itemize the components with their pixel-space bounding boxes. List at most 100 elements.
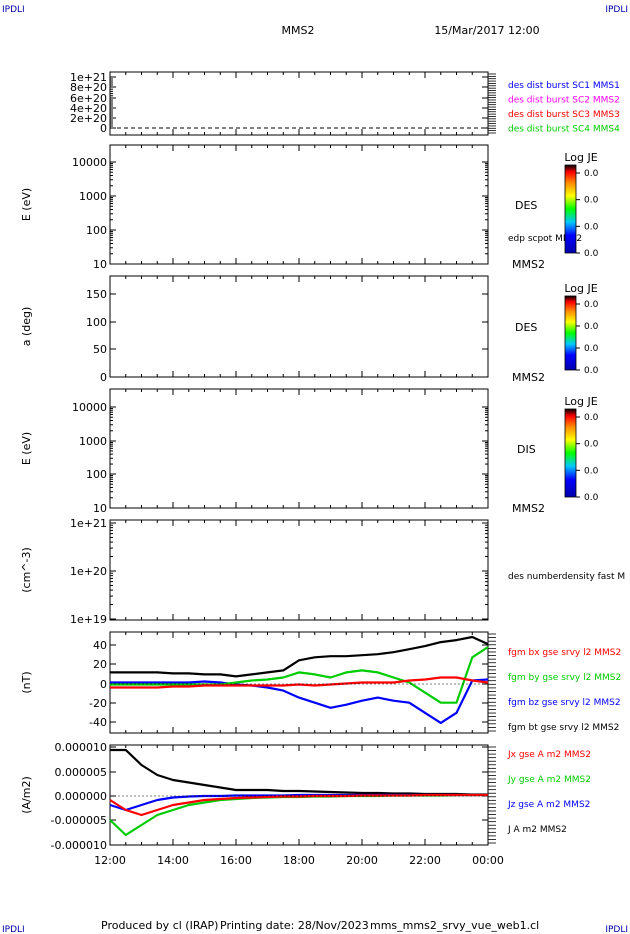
x-tick-label-0: 12:00 xyxy=(94,854,126,867)
legend-entry-p1-1: des dist burst SC2 MMS2 xyxy=(508,96,620,106)
series-line-p7-0 xyxy=(110,748,488,796)
y-tick-label-p5: 1e+19 xyxy=(70,613,107,626)
colorbar-tick-label-2-0: 0.0 xyxy=(584,169,599,179)
y-tick-label-p1: 6e+20 xyxy=(70,92,107,105)
y-tick-label-p2: 10 xyxy=(93,258,107,271)
colorbar-scale xyxy=(564,408,577,498)
legend-entry-p7-3: J A m2 MMS2 xyxy=(507,825,567,835)
legend-entry-p5-0: des numberdensity fast M xyxy=(508,572,625,582)
y-tick-label-p4: 100 xyxy=(86,468,107,481)
y-tick-label-p1: 2e+20 xyxy=(70,112,107,125)
colorbar-scale xyxy=(564,164,577,254)
colorbar-tick-label-4-3: 0.0 xyxy=(584,493,599,503)
y-tick-label-p6: -20 xyxy=(89,697,107,710)
x-tick-label-1: 14:00 xyxy=(157,854,189,867)
panel-frame-4 xyxy=(109,388,489,509)
y-tick-label-p4: 10000 xyxy=(72,401,107,414)
panel-frame-1 xyxy=(109,71,489,136)
y-tick-label-p3: 0 xyxy=(100,371,107,384)
panel-frame-2 xyxy=(109,144,489,265)
y-axis-label-p2: E (eV) xyxy=(20,188,33,221)
colorbar-tick-label-3-2: 0.0 xyxy=(584,344,599,354)
species-label-p3: DES xyxy=(515,321,537,334)
series-line-p6-0 xyxy=(110,635,489,678)
legend-entry-p1-0: des dist burst SC1 MMS1 xyxy=(508,81,620,91)
colorbar-4 xyxy=(564,408,580,498)
y-tick-label-p3: 150 xyxy=(86,288,107,301)
legend-entry-p7-2: Jz gse A m2 MMS2 xyxy=(507,800,590,810)
y-tick-label-p4: 10 xyxy=(93,502,107,515)
x-tick-label-2: 16:00 xyxy=(220,854,252,867)
legend-entry-p6-0: fgm bx gse srvy l2 MMS2 xyxy=(508,648,621,658)
colorbar-tick-label-4-1: 0.0 xyxy=(584,440,599,450)
x-tick-label-6: 00:00 xyxy=(472,854,504,867)
y-tick-label-p4: 1000 xyxy=(79,435,107,448)
y-axis-label-p7: (A/m2) xyxy=(20,776,33,814)
colorbar-title-4: Log JE xyxy=(564,395,597,408)
y-axis-label-p5: (cm^-3) xyxy=(20,547,33,593)
sub-label-p2: edp scpot MMS2 xyxy=(508,234,582,244)
colorbar-tick-label-3-0: 0.0 xyxy=(584,300,599,310)
colorbar-tick-label-4-0: 0.0 xyxy=(584,413,599,423)
series-line-p7-3 xyxy=(109,793,488,817)
colorbar-title-2: Log JE xyxy=(564,151,597,164)
colorbar-3 xyxy=(564,295,580,371)
spacecraft-label-p4: MMS2 xyxy=(512,502,545,515)
corner-mark-bottom-right: IPDLI xyxy=(605,925,628,934)
y-tick-label-p1: 0 xyxy=(100,122,107,135)
legend-entry-p7-1: Jy gse A m2 MMS2 xyxy=(507,775,591,785)
y-tick-label-p1: 1e+21 xyxy=(70,71,107,84)
footer-printing-date: Printing date: 28/Nov/2023 xyxy=(220,919,369,932)
colorbar-tick-label-4-2: 0.0 xyxy=(584,466,599,476)
y-tick-label-p5: 1e+21 xyxy=(70,517,107,530)
y-tick-label-p7: 0.000010 xyxy=(55,741,108,754)
x-tick-label-4: 20:00 xyxy=(346,854,378,867)
y-tick-label-p7: 0.000000 xyxy=(55,790,108,803)
series-line-p6-3 xyxy=(110,676,489,689)
x-tick-label-5: 22:00 xyxy=(409,854,441,867)
species-label-p2: DES xyxy=(515,199,537,212)
colorbar-title-3: Log JE xyxy=(564,282,597,295)
y-tick-label-p6: 40 xyxy=(93,639,107,652)
y-tick-label-p6: -40 xyxy=(89,716,107,729)
colorbar-tick-label-3-3: 0.0 xyxy=(584,366,599,376)
colorbar-tick-label-2-3: 0.0 xyxy=(584,249,599,259)
footer-filename: mms_mms2_srvy_vue_web1.cl xyxy=(370,919,539,932)
y-axis-label-p6: (nT) xyxy=(20,671,33,693)
series-line-p6-2 xyxy=(110,646,489,704)
corner-mark-top-left: IPDLI xyxy=(2,5,25,15)
y-tick-label-p7: -0.000010 xyxy=(51,839,107,852)
series-line-p7-2 xyxy=(109,793,488,837)
species-label-p4: DIS xyxy=(517,443,536,456)
colorbar-scale xyxy=(564,295,577,371)
colorbar-tick-label-3-1: 0.0 xyxy=(584,322,599,332)
legend-entry-p1-3: des dist burst SC4 MMS4 xyxy=(508,125,620,135)
x-tick-label-3: 18:00 xyxy=(283,854,315,867)
y-tick-label-p6: 20 xyxy=(93,658,107,671)
panel-frame-5 xyxy=(109,519,489,621)
legend-entry-p6-3: fgm bt gse srvy l2 MMS2 xyxy=(508,723,619,733)
spacecraft-label-p3: MMS2 xyxy=(512,371,545,384)
y-tick-label-p7: -0.000005 xyxy=(51,814,107,827)
legend-entry-p7-0: Jx gse A m2 MMS2 xyxy=(507,750,591,760)
y-tick-label-p6: 0 xyxy=(100,678,107,691)
y-tick-label-p1: 8e+20 xyxy=(70,81,107,94)
colorbar-tick-label-2-1: 0.0 xyxy=(584,196,599,206)
spacecraft-title: MMS2 xyxy=(282,24,315,37)
y-tick-label-p3: 100 xyxy=(86,316,107,329)
legend-entry-p6-2: fgm bz gse srvy l2 MMS2 xyxy=(508,698,621,708)
y-tick-label-p2: 1000 xyxy=(79,190,107,203)
colorbar-2 xyxy=(564,164,580,254)
spacecraft-label-p2: MMS2 xyxy=(512,258,545,271)
y-tick-label-p2: 10000 xyxy=(72,156,107,169)
y-axis-label-p4: E (eV) xyxy=(20,432,33,465)
colorbar-tick-label-2-2: 0.0 xyxy=(584,222,599,232)
y-tick-label-p7: 0.000005 xyxy=(55,766,108,779)
footer-producer: Produced by cl (IRAP) xyxy=(101,919,218,932)
y-tick-label-p3: 50 xyxy=(93,343,107,356)
panel-frame-3 xyxy=(109,275,489,378)
legend-entry-p6-1: fgm by gse srvy l2 MMS2 xyxy=(508,673,621,683)
datetime-title: 15/Mar/2017 12:00 xyxy=(434,24,539,37)
legend-entry-p1-2: des dist burst SC3 MMS3 xyxy=(508,110,620,120)
y-tick-label-p1: 4e+20 xyxy=(70,102,107,115)
